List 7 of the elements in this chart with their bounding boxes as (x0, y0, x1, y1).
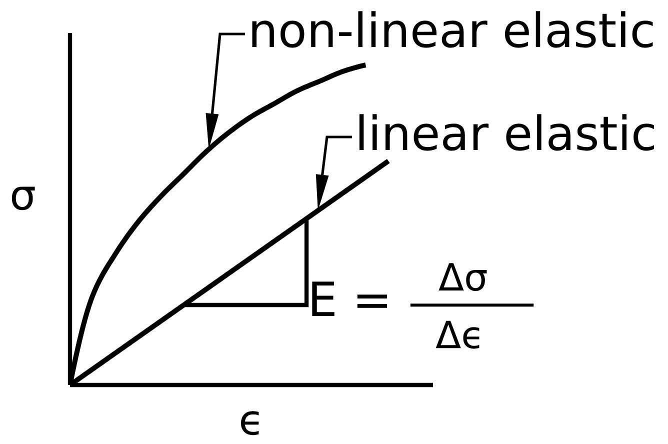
x-axis-title: ϵ (240, 411, 259, 436)
annotation: E = (312, 282, 387, 316)
series-label: non-linear elastic (252, 11, 653, 48)
y-axis-title: σ (12, 186, 35, 210)
series-label: linear elastic (359, 114, 654, 151)
text: Δϵ (436, 320, 480, 349)
text: Δσ (438, 263, 487, 291)
